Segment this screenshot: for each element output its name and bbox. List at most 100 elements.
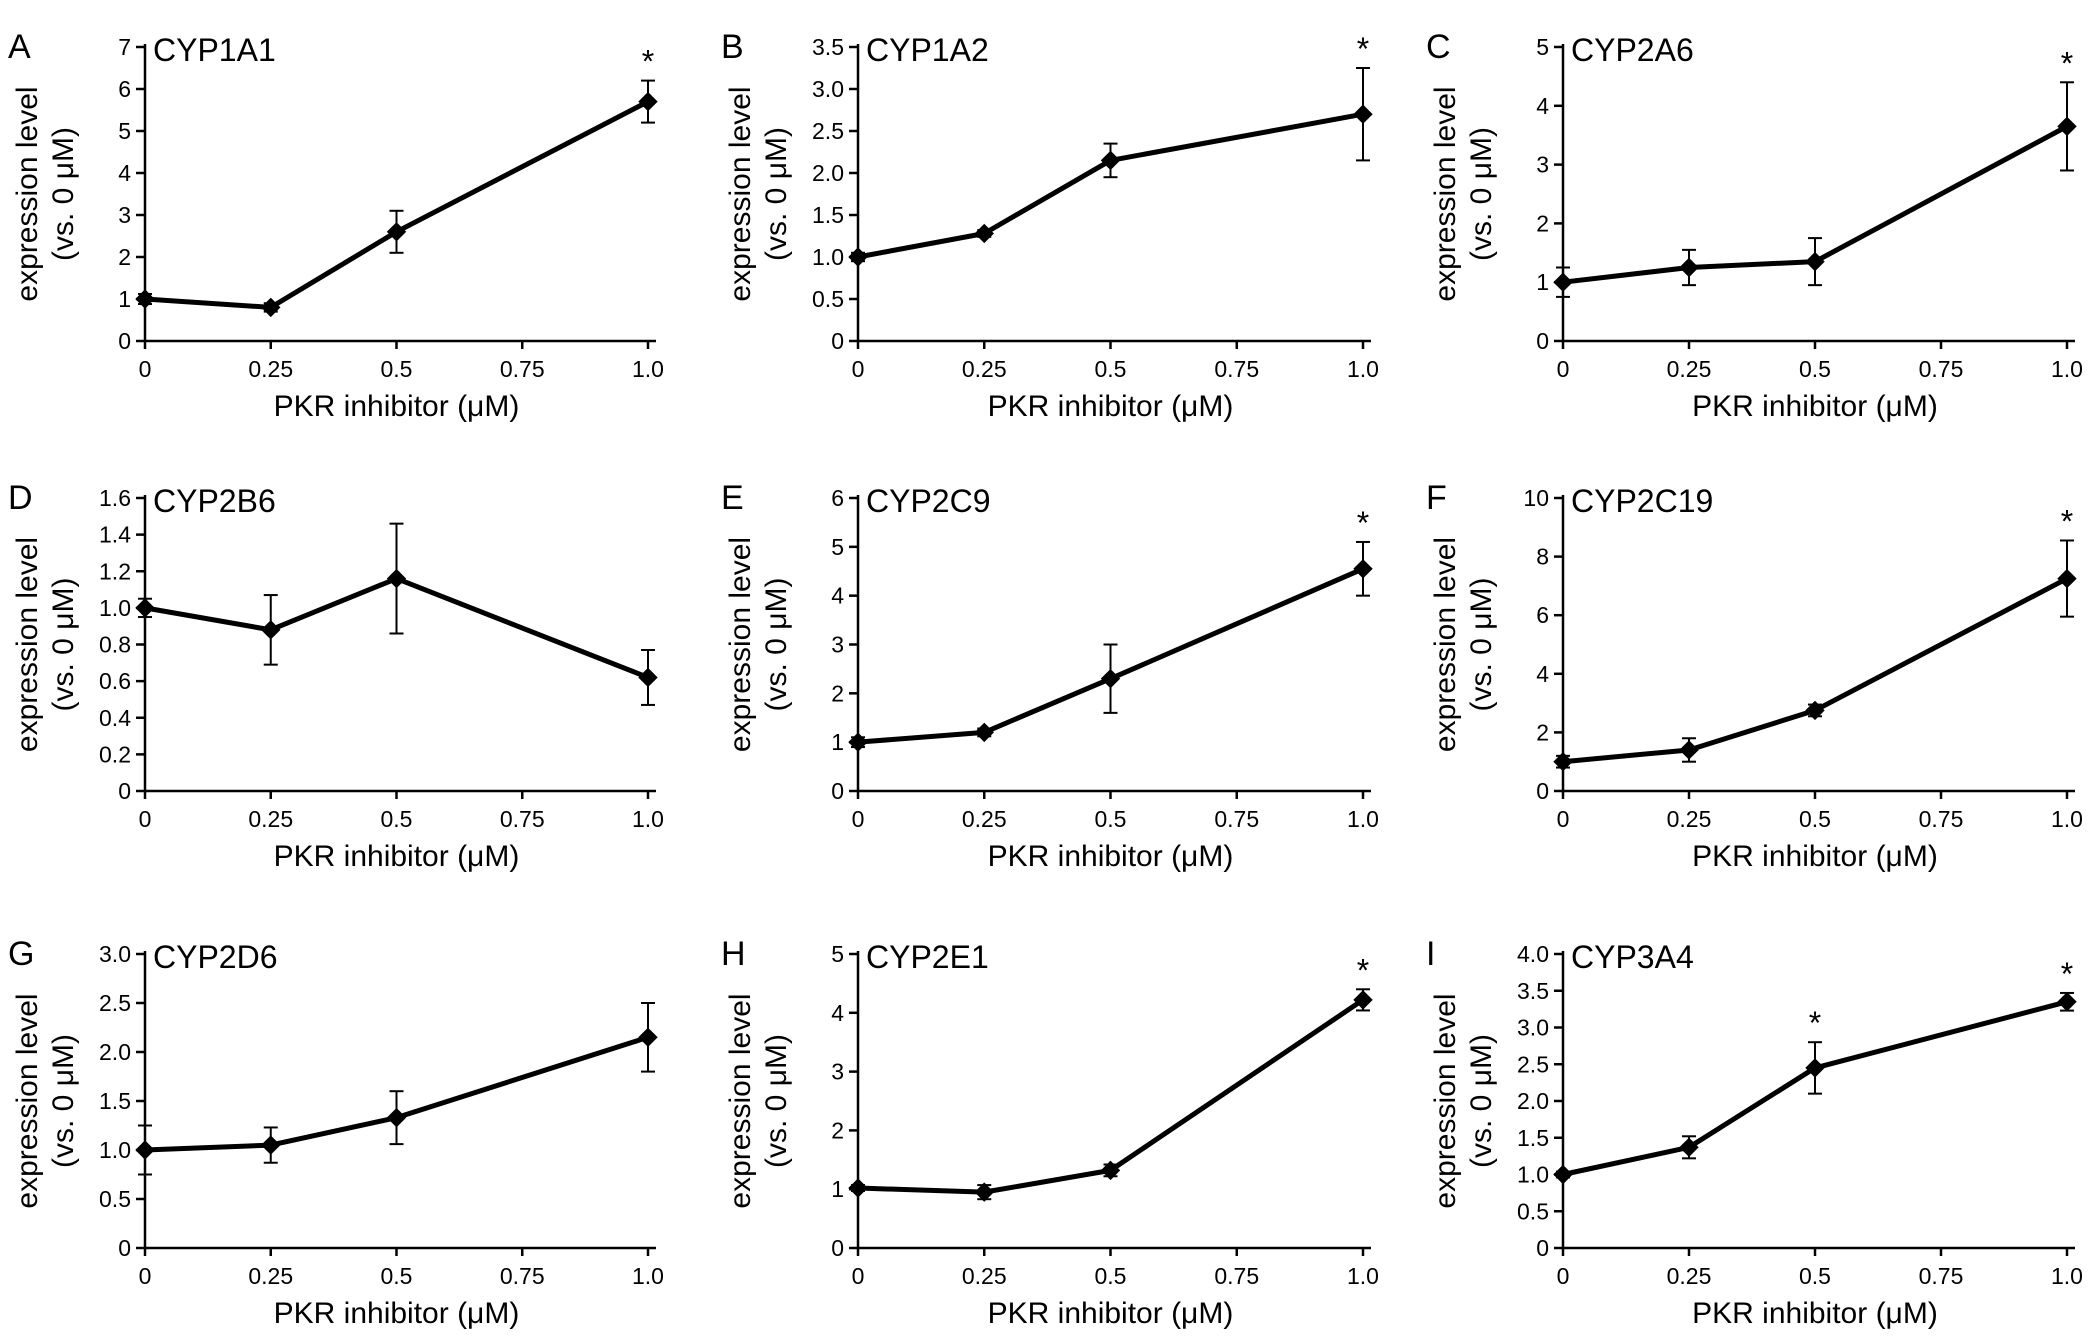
- x-tick-label: 0: [852, 806, 865, 832]
- data-point: [261, 1135, 281, 1155]
- y-tick-label: 3: [831, 1059, 844, 1085]
- y-axis-label: (vs. 0 μM): [760, 1034, 793, 1168]
- x-tick-label: 0.75: [1214, 356, 1259, 382]
- y-tick-label: 0: [1536, 328, 1549, 354]
- panel-letter: B: [721, 28, 744, 66]
- y-tick-label: 1.5: [812, 202, 844, 228]
- x-tick-label: 0.25: [248, 356, 293, 382]
- panel-g: G 0 0.5 1.0 1.5 2.0 2.5 3.0 0 0.25 0.5 0.75 1.0 PKR i…: [8, 935, 664, 1330]
- chart-title: CYP2C9: [866, 483, 991, 519]
- y-axis-label: (vs. 0 μM): [1465, 127, 1498, 261]
- chart-title: CYP1A1: [153, 32, 276, 68]
- x-tick-label: 1.0: [1347, 806, 1379, 832]
- x-tick-label: 0: [139, 356, 152, 382]
- y-tick-label: 3.0: [99, 941, 131, 967]
- x-tick-label: 0: [1557, 356, 1570, 382]
- data-point: [386, 1107, 407, 1128]
- y-tick-label: 1.2: [99, 558, 131, 584]
- y-tick-label: 3: [1536, 152, 1549, 178]
- data-point: [2057, 568, 2077, 589]
- panel-letter: G: [8, 935, 34, 973]
- data-point: [848, 732, 868, 752]
- chart-title: CYP2B6: [153, 483, 276, 519]
- x-axis-label: PKR inhibitor (μM): [274, 390, 520, 423]
- y-axis-label: expression level: [1429, 86, 1462, 301]
- significance-marker: *: [1357, 952, 1369, 988]
- x-tick-label: 0: [1557, 1263, 1570, 1289]
- chart-title: CYP2A6: [1571, 32, 1694, 68]
- panel-b: B 0 0.5 1.0 1.5 2.0 2.5 3.0 3.5 0 0.25 0.5 0.75 1.0 PK…: [721, 28, 1379, 423]
- y-axis-label: expression level: [724, 537, 757, 752]
- x-tick-label: 0: [852, 1263, 865, 1289]
- series-line: [1562, 999, 2068, 1177]
- y-tick-label: 0: [1536, 778, 1549, 804]
- y-axis-label: expression level: [1429, 537, 1462, 752]
- y-tick-label: 3.5: [812, 34, 844, 60]
- y-tick-label: 0.5: [1517, 1198, 1549, 1224]
- y-tick-label: 1.0: [1517, 1162, 1549, 1188]
- data-point: [1100, 150, 1121, 171]
- x-tick-label: 0.75: [500, 1263, 545, 1289]
- y-tick-label: 0.8: [99, 632, 131, 658]
- data-point: [1353, 990, 1373, 1010]
- x-tick-label: 0.75: [1214, 1263, 1259, 1289]
- x-tick-label: 1.0: [2051, 356, 2083, 382]
- data-point: [135, 289, 155, 309]
- data-point: [848, 1178, 868, 1198]
- y-tick-label: 2: [1536, 210, 1549, 236]
- data-point: [1679, 257, 1699, 278]
- series-line: [857, 997, 1365, 1195]
- data-point: [1805, 251, 1825, 272]
- y-axis-label: expression level: [11, 86, 44, 301]
- y-axis-label: (vs. 0 μM): [47, 1034, 80, 1168]
- x-tick-label: 1.0: [2051, 1263, 2083, 1289]
- y-tick-label: 10: [1523, 485, 1549, 511]
- y-tick-label: 0.4: [99, 705, 131, 731]
- x-tick-label: 1.0: [632, 356, 664, 382]
- y-axis-label: (vs. 0 μM): [760, 127, 793, 261]
- y-tick-label: 1.5: [99, 1088, 131, 1114]
- y-tick-label: 8: [1536, 544, 1549, 570]
- data-point: [848, 247, 868, 267]
- y-tick-label: 1: [1536, 269, 1549, 295]
- significance-marker: *: [2061, 503, 2073, 539]
- y-axis-label: expression level: [724, 86, 757, 301]
- data-point: [261, 297, 281, 318]
- y-tick-label: 0.6: [99, 668, 131, 694]
- y-tick-label: 2.0: [1517, 1088, 1549, 1114]
- panel-a: A 0 1 2 3 4 5 6 7 0 0.25 0.5 0.75 1.0 PKR inhibitor (μ…: [8, 28, 664, 423]
- panel-letter: D: [8, 479, 33, 517]
- y-tick-label: 1: [118, 286, 131, 312]
- x-tick-label: 1.0: [2051, 806, 2083, 832]
- x-axis-label: PKR inhibitor (μM): [1692, 390, 1938, 423]
- y-tick-label: 0.5: [812, 286, 844, 312]
- significance-marker: *: [1357, 31, 1369, 67]
- x-tick-label: 1.0: [632, 1263, 664, 1289]
- x-tick-label: 0.75: [500, 806, 545, 832]
- y-tick-label: 3.0: [1517, 1015, 1549, 1041]
- y-tick-label: 1.4: [99, 522, 131, 548]
- x-tick-label: 0.5: [1799, 356, 1831, 382]
- series-line: [144, 576, 649, 680]
- panel-letter: H: [721, 935, 746, 973]
- x-tick-label: 0.25: [962, 356, 1007, 382]
- y-tick-label: 3: [831, 632, 844, 658]
- x-tick-label: 1.0: [632, 806, 664, 832]
- data-point: [974, 223, 994, 244]
- y-tick-label: 4: [1536, 661, 1549, 687]
- y-tick-label: 0: [831, 328, 844, 354]
- data-point: [638, 1027, 658, 1048]
- x-tick-label: 0.5: [1799, 1263, 1831, 1289]
- data-point: [2057, 992, 2077, 1012]
- x-axis-label: PKR inhibitor (μM): [274, 1297, 520, 1330]
- y-tick-label: 0: [831, 1235, 844, 1261]
- panel-letter: A: [8, 28, 31, 66]
- y-tick-label: 6: [1536, 602, 1549, 628]
- data-point: [1100, 1160, 1121, 1181]
- y-tick-label: 2: [118, 244, 131, 270]
- y-axis-label: expression level: [1429, 993, 1462, 1208]
- data-point: [1553, 1164, 1573, 1185]
- x-axis-label: PKR inhibitor (μM): [1692, 1297, 1938, 1330]
- data-point: [135, 1140, 155, 1160]
